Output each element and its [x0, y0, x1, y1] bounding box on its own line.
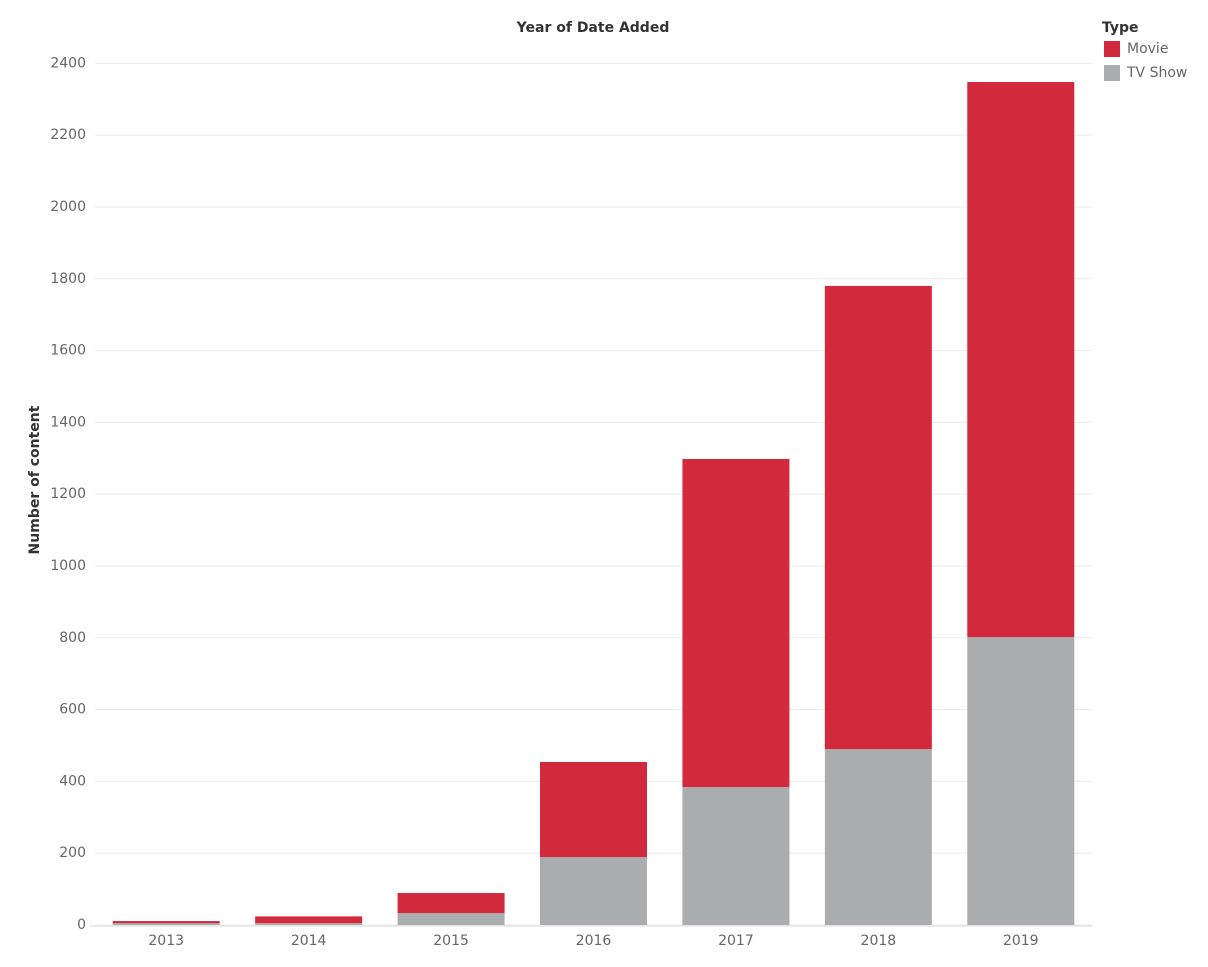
- bar-segment: [540, 857, 647, 925]
- x-tick-label: 2018: [861, 933, 897, 949]
- x-tick-label: 2015: [433, 933, 469, 949]
- y-tick-label: 1200: [50, 486, 86, 502]
- x-tick-label: 2014: [291, 933, 327, 949]
- bar-segment: [397, 913, 505, 925]
- x-tick-label: 2019: [1003, 933, 1039, 949]
- bar-segment: [824, 749, 932, 925]
- y-tick-label: 1600: [50, 343, 86, 359]
- legend-swatch: [1104, 41, 1120, 57]
- legend-swatch: [1104, 65, 1120, 81]
- y-tick-label: 1000: [50, 558, 86, 574]
- x-tick-label: 2013: [148, 933, 184, 949]
- y-tick-label: 200: [59, 845, 86, 861]
- y-tick-label: 2200: [50, 127, 86, 143]
- bar-segment: [967, 637, 1075, 925]
- legend-title: Type: [1102, 20, 1139, 36]
- y-tick-label: 1400: [50, 414, 86, 430]
- y-tick-label: 600: [59, 702, 86, 718]
- y-tick-label: 2000: [50, 199, 86, 215]
- bar-segment: [255, 916, 363, 924]
- legend-label: Movie: [1127, 41, 1168, 57]
- bar-segment: [540, 762, 647, 858]
- bar-segment: [967, 82, 1075, 638]
- y-tick-label: 1800: [50, 271, 86, 287]
- bar-segment: [397, 893, 505, 914]
- bar-segment: [255, 923, 363, 925]
- y-axis-label: Number of content: [27, 405, 43, 554]
- y-tick-label: 2400: [50, 55, 86, 71]
- y-tick-label: 400: [59, 773, 86, 789]
- y-tick-label: 800: [59, 630, 86, 646]
- bar-segment: [112, 923, 220, 925]
- bar-segment: [682, 787, 790, 925]
- x-tick-label: 2016: [576, 933, 612, 949]
- y-tick-label: 0: [77, 917, 86, 933]
- bar-segment: [682, 458, 790, 788]
- bar-segment: [112, 921, 220, 924]
- legend-label: TV Show: [1126, 65, 1187, 81]
- x-tick-label: 2017: [718, 933, 754, 949]
- chart-title: Year of Date Added: [516, 20, 670, 36]
- bar-segment: [824, 285, 932, 750]
